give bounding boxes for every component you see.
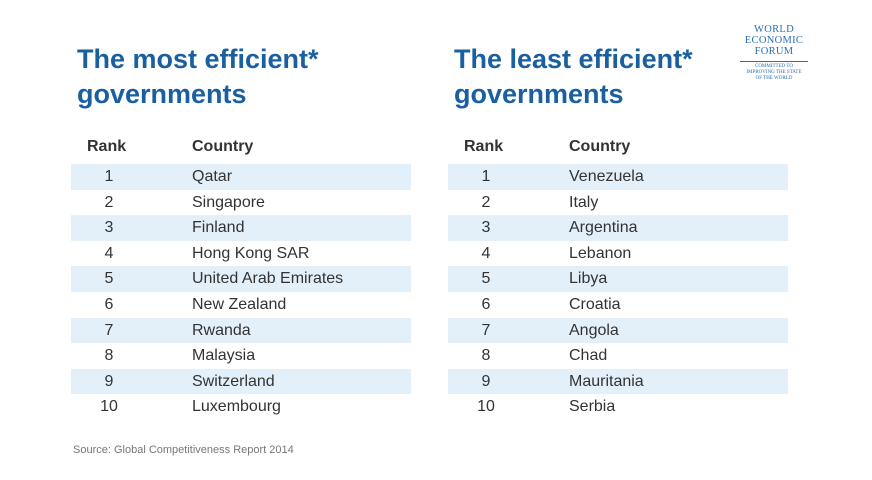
country-cell: Malaysia (192, 347, 256, 365)
tagline-line: OF THE WORLD (755, 76, 793, 81)
table-row: 9 Mauritania (448, 368, 788, 395)
logo-tagline: COMMITTED TO IMPROVING THE STATE OF THE … (738, 64, 810, 82)
table-row: 4 Lebanon (448, 241, 788, 267)
tagline-line: COMMITTED TO (754, 64, 793, 69)
table-row: 2 Singapore (71, 190, 411, 216)
rank-cell: 8 (481, 347, 491, 365)
country-cell: Finland (192, 219, 245, 237)
table-row: 2 Italy (448, 190, 788, 216)
table-row: 5 Libya (448, 266, 788, 292)
rank-cell: 4 (481, 244, 491, 262)
country-cell: United Arab Emirates (192, 270, 344, 288)
country-header: Country (192, 138, 254, 155)
country-header: Country (569, 138, 631, 155)
rank-cell: 3 (481, 219, 491, 237)
least-efficient-table-body: 1 Venezuela 2 Italy 3 Argentina 4 Lebanon 5 Libya… (448, 164, 788, 420)
title-line: governments (454, 79, 624, 109)
least-efficient-title: The least efficient* governments (454, 42, 794, 112)
rank-cell: 3 (104, 219, 114, 237)
table-row: 8 Malaysia (71, 343, 411, 369)
rank-cell: 9 (104, 372, 114, 390)
rank-cell: 2 (481, 193, 491, 211)
country-cell: Angola (569, 321, 619, 339)
country-cell: Libya (569, 270, 608, 288)
table-row: 9 Switzerland (71, 368, 411, 395)
rank-header: Rank (464, 138, 504, 155)
rank-cell: 7 (481, 321, 491, 339)
logo-divider (740, 61, 808, 62)
rank-cell: 2 (104, 193, 114, 211)
tagline-line: IMPROVING THE STATE (746, 70, 802, 75)
country-cell: Switzerland (192, 372, 275, 390)
title-line: The least efficient* (454, 44, 693, 74)
country-cell: Lebanon (569, 244, 632, 262)
rank-cell: 5 (481, 270, 491, 288)
rank-cell: 6 (481, 295, 491, 313)
country-cell: Rwanda (192, 321, 251, 339)
table-row: 7 Angola (448, 317, 788, 344)
title-line: The most efficient* (77, 44, 319, 74)
rank-header: Rank (87, 138, 127, 155)
rank-cell: 4 (104, 244, 114, 262)
table-row: 5 United Arab Emirates (71, 266, 411, 292)
table-header: Rank Country (448, 136, 788, 158)
logo-line: FORUM (754, 46, 794, 57)
country-cell: Italy (569, 193, 599, 211)
table-row: 3 Argentina (448, 215, 788, 241)
rank-cell: 6 (104, 295, 114, 313)
table-row: 6 Croatia (448, 292, 788, 318)
logo-wordmark: WORLD ECONOMIC FORUM (738, 24, 810, 57)
country-cell: Mauritania (569, 372, 644, 390)
rank-cell: 8 (104, 347, 114, 365)
table-row: 10 Luxembourg (71, 394, 411, 420)
rank-cell: 7 (104, 321, 114, 339)
table-row: 6 New Zealand (71, 292, 411, 318)
most-efficient-table-body: 1 Qatar 2 Singapore 3 Finland 4 Hong Kong SAR 5 U… (71, 164, 411, 420)
country-cell: Argentina (569, 219, 638, 237)
table-row: 1 Qatar (71, 164, 411, 190)
country-cell: Qatar (192, 168, 233, 185)
title-line: governments (77, 79, 247, 109)
country-cell: New Zealand (192, 295, 287, 313)
rank-cell: 10 (100, 398, 118, 416)
rank-cell: 5 (104, 270, 114, 288)
country-cell: Venezuela (569, 168, 644, 185)
table-row: 8 Chad (448, 343, 788, 369)
rank-cell: 10 (477, 398, 495, 416)
country-cell: Chad (569, 347, 608, 365)
most-efficient-title: The most efficient* governments (77, 42, 417, 112)
country-cell: Luxembourg (192, 398, 281, 416)
country-cell: Singapore (192, 193, 265, 211)
rank-cell: 1 (104, 168, 114, 185)
logo-line: WORLD (754, 24, 794, 35)
country-cell: Croatia (569, 295, 621, 313)
table-row: 3 Finland (71, 215, 411, 241)
table-header: Rank Country (71, 136, 411, 158)
table-row: 1 Venezuela (448, 164, 788, 190)
country-cell: Hong Kong SAR (192, 244, 310, 262)
rank-cell: 1 (481, 168, 491, 185)
table-row: 7 Rwanda (71, 317, 411, 344)
country-cell: Serbia (569, 398, 616, 416)
wef-logo: WORLD ECONOMIC FORUM COMMITTED TO IMPROV… (738, 24, 810, 82)
logo-line: ECONOMIC (744, 35, 804, 46)
table-row: 4 Hong Kong SAR (71, 241, 411, 267)
rank-cell: 9 (481, 372, 491, 390)
table-row: 10 Serbia (448, 394, 788, 420)
source-note: Source: Global Competitiveness Report 20… (73, 444, 294, 456)
